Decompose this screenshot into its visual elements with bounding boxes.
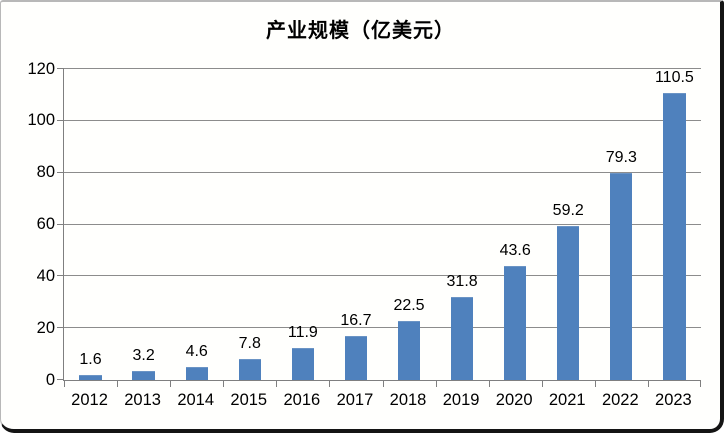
data-label-2012: 1.6 — [79, 350, 102, 368]
chart-title: 产业规模（亿美元） — [266, 20, 455, 42]
x-tick-label-2016: 2016 — [283, 391, 321, 409]
data-label-2015: 7.8 — [238, 334, 261, 352]
x-tick-label-2014: 2014 — [177, 391, 215, 409]
bar-group-2017: 16.7 — [329, 69, 382, 380]
bar-group-2016: 11.9 — [276, 69, 329, 380]
x-axis-tick — [329, 380, 331, 387]
bar-2013 — [132, 370, 155, 380]
x-axis-tick — [382, 380, 384, 387]
x-tick-label-2018: 2018 — [389, 391, 427, 409]
bar-series: 1.6 3.2 4.6 7.8 11.9 16.7 22.5 31.8 43.6 59.2 79.3… — [64, 69, 701, 380]
x-axis-tick — [647, 380, 649, 387]
y-axis-tick — [57, 275, 64, 277]
y-tick-label-0: 0 — [45, 370, 55, 389]
bar-2015 — [238, 358, 261, 380]
data-label-2017: 16.7 — [340, 311, 372, 329]
gridline-120 — [64, 68, 701, 69]
gridline-60 — [64, 223, 701, 225]
x-axis-tick — [117, 380, 119, 387]
bar-2016 — [291, 348, 314, 380]
bar-2014 — [185, 367, 208, 380]
data-label-2020: 43.6 — [499, 242, 531, 260]
y-axis-tick — [57, 223, 64, 225]
data-label-2014: 4.6 — [185, 343, 208, 361]
x-tick-label-2021: 2021 — [548, 391, 586, 409]
bar-group-2014: 4.6 — [170, 69, 223, 380]
x-tick-label-2019: 2019 — [442, 391, 480, 409]
x-tick-label-2015: 2015 — [230, 391, 268, 409]
y-tick-label-60: 60 — [36, 215, 55, 233]
bar-group-2022: 79.3 — [595, 69, 648, 380]
y-axis-tick — [57, 68, 64, 69]
gridline-100 — [64, 119, 701, 121]
x-axis-tick — [488, 380, 490, 387]
x-axis-tick-labels: 2012 2013 2014 2015 2016 2017 2018 2019 2020 2021… — [63, 391, 700, 410]
y-axis-tick-labels: 0 20 40 60 80 100 120 — [1, 60, 55, 387]
y-axis-tick — [57, 171, 64, 173]
y-axis-tick — [57, 327, 64, 329]
plot-area: 1.6 3.2 4.6 7.8 11.9 16.7 22.5 31.8 43.6 59.2 79.3… — [57, 68, 701, 387]
x-axis-tick — [594, 380, 596, 387]
x-axis-tick — [170, 380, 172, 387]
data-label-2022: 79.3 — [605, 149, 637, 167]
x-axis-tick — [700, 380, 701, 387]
y-tick-label-100: 100 — [27, 111, 55, 130]
bar-2022 — [610, 173, 633, 380]
gridline-40 — [64, 275, 701, 277]
x-tick-label-2017: 2017 — [336, 391, 374, 409]
x-tick-label-2022: 2022 — [601, 391, 639, 409]
bar-group-2020: 43.6 — [489, 69, 542, 380]
data-label-2023: 110.5 — [654, 68, 694, 86]
x-axis-tick — [223, 380, 225, 387]
y-axis-tick — [57, 119, 64, 121]
y-tick-label-20: 20 — [36, 318, 55, 337]
y-tick-label-80: 80 — [36, 163, 55, 182]
bar-group-2021: 59.2 — [542, 69, 595, 380]
y-tick-label-120: 120 — [27, 59, 55, 78]
bar-2021 — [557, 225, 580, 380]
bar-2018 — [397, 320, 421, 380]
bar-2019 — [450, 296, 474, 380]
x-axis-tick — [435, 380, 437, 387]
x-tick-label-2013: 2013 — [124, 391, 161, 409]
x-axis-tick — [276, 380, 278, 387]
x-tick-label-2023: 2023 — [655, 391, 692, 409]
data-label-2016: 11.9 — [287, 324, 318, 342]
x-tick-label-2012: 2012 — [71, 391, 108, 409]
data-label-2019: 31.8 — [446, 272, 478, 290]
y-tick-label-40: 40 — [36, 266, 55, 285]
bar-group-2023: 110.5 — [648, 69, 701, 380]
bar-group-2019: 31.8 — [436, 69, 489, 380]
y-axis-tick — [57, 379, 64, 380]
x-tick-label-2020: 2020 — [495, 391, 533, 409]
gridline-20 — [64, 327, 701, 329]
bar-group-2012: 1.6 — [64, 69, 117, 380]
data-label-2021: 59.2 — [552, 201, 584, 219]
bar-2020 — [504, 266, 527, 380]
bar-group-2013: 3.2 — [117, 69, 170, 380]
x-axis-tick — [64, 380, 65, 387]
bar-2023 — [663, 92, 686, 380]
data-label-2013: 3.2 — [132, 346, 155, 364]
bar-2017 — [344, 335, 368, 380]
gridline-80 — [64, 171, 701, 173]
bar-group-2015: 7.8 — [223, 69, 276, 380]
data-label-2018: 22.5 — [393, 296, 425, 314]
x-axis-tick — [541, 380, 543, 387]
bar-group-2018: 22.5 — [382, 69, 435, 380]
bar-2012 — [79, 374, 102, 380]
